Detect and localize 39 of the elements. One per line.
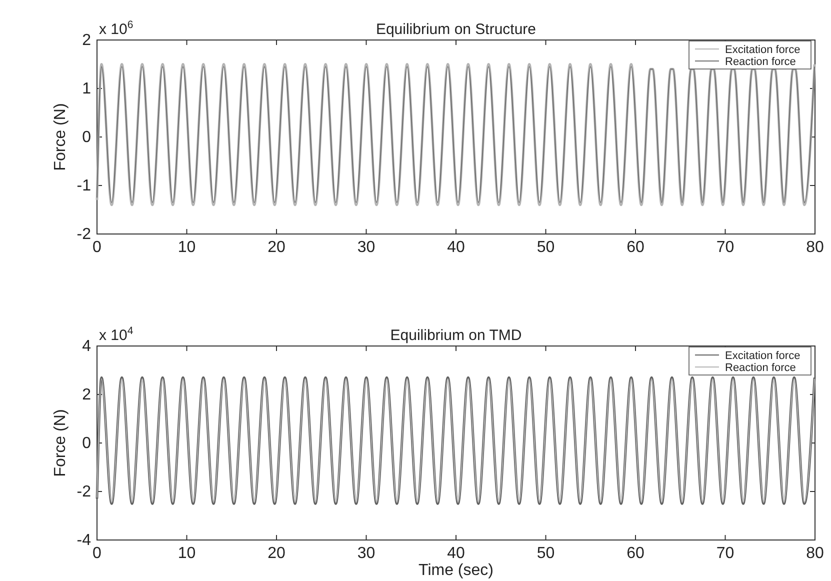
x-tick-label: 30 xyxy=(357,239,376,256)
x-tick-label: 70 xyxy=(716,239,734,256)
y-tick-label: 0 xyxy=(82,129,92,146)
text: x 10$^{6}$ xyxy=(99,19,134,38)
y-tick-label: 0 xyxy=(82,435,92,452)
y-tick-label: -2 xyxy=(76,484,92,500)
chart-title: Equilibrium on TMD xyxy=(390,327,522,344)
y-tick-label: 2 xyxy=(82,32,92,49)
y-tick-label: 4 xyxy=(82,338,92,355)
x-tick-label: 60 xyxy=(626,545,644,562)
x-tick-label: 30 xyxy=(357,545,376,562)
chart-title: Equilibrium on Structure xyxy=(376,21,536,38)
y-tick-label: -2 xyxy=(76,226,92,243)
x-tick-label: 40 xyxy=(447,239,465,256)
y-axis-title: Force (N) xyxy=(52,409,69,477)
x-tick-label: 20 xyxy=(268,239,286,256)
x-tick-label: 80 xyxy=(806,239,824,256)
y-tick-label: -1 xyxy=(76,178,92,194)
x-tick-label: 20 xyxy=(268,545,286,562)
legend-label: Reaction force xyxy=(725,362,796,374)
y-axis-title: Force (N) xyxy=(52,103,69,171)
x-tick-label: 60 xyxy=(626,239,644,256)
y-tick-label: 1 xyxy=(82,80,92,98)
x-tick-label: 50 xyxy=(536,545,555,562)
x-tick-label: 70 xyxy=(716,545,734,562)
y-tick-label: 2 xyxy=(82,386,92,404)
x-tick-label: 50 xyxy=(536,239,555,256)
x-tick-label: 80 xyxy=(806,545,824,562)
x-axis-title: Time (sec) xyxy=(418,562,494,579)
y-tick-label: -4 xyxy=(76,532,92,549)
x-tick-label: 10 xyxy=(178,545,196,562)
x-tick-label: 0 xyxy=(92,545,102,562)
legend-label: Reaction force xyxy=(725,56,796,68)
x-tick-label: 0 xyxy=(92,239,102,256)
x-tick-label: 40 xyxy=(447,545,465,562)
series-label: Excitation force xyxy=(725,44,800,56)
series-label: Excitation force xyxy=(725,350,800,362)
x-tick-label: 10 xyxy=(178,239,196,256)
text: x 10$^{4}$ xyxy=(99,325,134,344)
